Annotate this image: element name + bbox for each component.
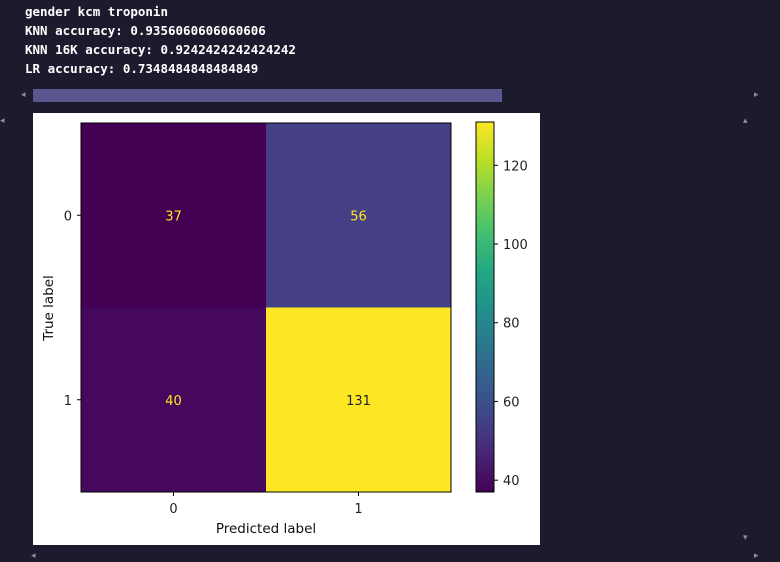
x-tick-label: 1 (354, 502, 362, 517)
matrix-value-0-1: 56 (350, 209, 367, 224)
output-line-3: KNN 16K accuracy: 0.9242424242424242 (25, 42, 296, 57)
scroll-left-small-icon[interactable]: ◂ (0, 116, 5, 126)
scroll-down-arrow-icon[interactable]: ▾ (743, 533, 748, 543)
y-tick-label: 0 (64, 209, 72, 224)
colorbar-tick-label: 40 (503, 474, 520, 489)
scroll-left-bottom-icon[interactable]: ◂ (31, 551, 36, 561)
matrix-value-0-0: 37 (165, 209, 182, 224)
colorbar-tick-label: 80 (503, 317, 520, 332)
scroll-right-arrow-icon[interactable]: ▸ (754, 90, 759, 100)
output-line-4: LR accuracy: 0.7348484848484849 (25, 61, 259, 76)
matrix-value-1-0: 40 (165, 394, 182, 409)
matrix-cell-0-1 (266, 123, 451, 308)
scroll-up-arrow-icon[interactable]: ▴ (743, 116, 748, 126)
scroll-right-bottom-icon[interactable]: ▸ (754, 551, 759, 561)
x-tick-label: 0 (169, 502, 177, 517)
output-line-1: gender kcm troponin (25, 4, 168, 19)
x-axis-title: Predicted label (216, 521, 316, 537)
horizontal-scrollbar-thumb[interactable] (33, 89, 502, 102)
output-line-2: KNN accuracy: 0.9356060606060606 (25, 23, 266, 38)
colorbar-tick-label: 100 (503, 238, 528, 253)
colorbar (475, 121, 495, 493)
matrix-frame (80, 122, 452, 493)
colorbar-tick-label: 120 (503, 159, 528, 174)
colorbar-tick-label: 60 (503, 395, 520, 410)
scroll-left-arrow-icon[interactable]: ◂ (21, 90, 26, 100)
y-axis-title: True label (41, 275, 57, 342)
matrix-value-1-1: 131 (346, 394, 371, 409)
matrix-cell-1-0 (81, 307, 266, 492)
y-tick-label: 1 (64, 394, 72, 409)
matrix-cell-1-1 (266, 307, 451, 492)
matrix-cell-0-0 (81, 123, 266, 308)
